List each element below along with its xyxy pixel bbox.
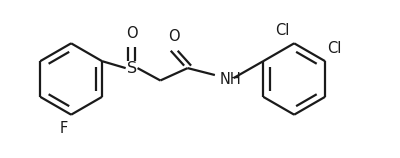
Text: F: F xyxy=(60,121,68,136)
Text: NH: NH xyxy=(220,72,242,86)
Text: Cl: Cl xyxy=(275,23,289,38)
Text: Cl: Cl xyxy=(328,41,342,56)
Text: O: O xyxy=(126,26,138,41)
Text: O: O xyxy=(168,29,180,44)
Text: S: S xyxy=(126,61,137,76)
